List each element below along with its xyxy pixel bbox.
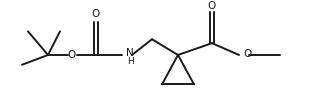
Text: N: N	[126, 48, 134, 58]
Text: O: O	[92, 9, 100, 19]
Text: H: H	[127, 57, 133, 66]
Text: O: O	[68, 50, 76, 60]
Text: O: O	[244, 49, 252, 59]
Text: O: O	[208, 1, 216, 11]
